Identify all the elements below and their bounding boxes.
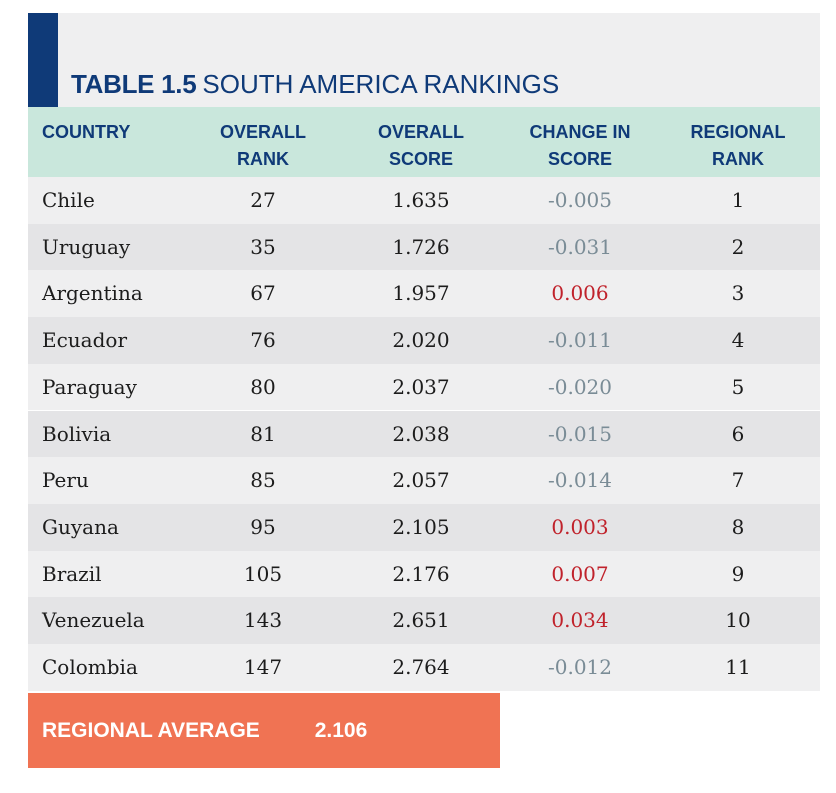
cell-change-in-score: -0.020 xyxy=(547,374,612,399)
table-row: Colombia 147 2.764 -0.012 11 xyxy=(28,644,820,691)
header-overall-rank: OVERALL RANK xyxy=(219,122,306,169)
cell-change-in-score: 0.007 xyxy=(551,561,609,586)
title-accent-bar xyxy=(28,13,58,107)
cell-overall-rank: 35 xyxy=(250,234,276,259)
cell-regional-rank: 8 xyxy=(731,514,745,539)
cell-country: Ecuador xyxy=(42,328,128,353)
table-number: TABLE 1.5 xyxy=(71,69,197,99)
cell-country: Chile xyxy=(42,188,95,212)
cell-country: Bolivia xyxy=(42,421,112,446)
cell-overall-rank: 81 xyxy=(250,421,276,446)
header-overall-score: OVERALL SCORE xyxy=(377,122,464,169)
cell-overall-rank: 147 xyxy=(243,655,283,679)
cell-country: Argentina xyxy=(42,281,143,306)
regional-average-value: 2.106 xyxy=(314,719,368,742)
cell-regional-rank: 7 xyxy=(731,468,745,493)
cell-overall-score: 2.176 xyxy=(392,561,450,586)
cell-overall-score: 1.635 xyxy=(392,188,450,212)
cell-regional-rank: 3 xyxy=(731,281,745,306)
regional-average-box: REGIONAL AVERAGE 2.106 xyxy=(28,693,500,768)
cell-overall-score: 1.726 xyxy=(392,234,450,259)
table-title: TABLE 1.5 SOUTH AMERICA RANKINGS xyxy=(71,69,559,99)
cell-change-in-score: 0.006 xyxy=(551,281,609,306)
table-header: COUNTRY OVERALL RANK OVERALL SCORE CHANG… xyxy=(28,107,820,177)
header-regional-rank: REGIONAL RANK xyxy=(690,122,786,169)
cell-change-in-score: -0.014 xyxy=(547,468,612,493)
cell-overall-score: 2.037 xyxy=(392,374,450,399)
cell-overall-score: 2.057 xyxy=(392,468,450,493)
cell-regional-rank: 9 xyxy=(731,561,745,586)
cell-country: Peru xyxy=(42,468,89,493)
cell-overall-rank: 76 xyxy=(250,328,276,353)
cell-change-in-score: -0.012 xyxy=(547,655,612,679)
table-row: Guyana 95 2.105 0.003 8 xyxy=(28,503,820,551)
cell-change-in-score: -0.031 xyxy=(547,234,612,259)
table-row: Bolivia 81 2.038 -0.015 6 xyxy=(28,410,820,458)
cell-change-in-score: -0.011 xyxy=(547,328,612,353)
cell-overall-rank: 95 xyxy=(250,514,276,539)
header-change-in-score: CHANGE IN SCORE xyxy=(529,122,631,169)
cell-change-in-score: -0.005 xyxy=(547,188,612,212)
table-row: Paraguay 80 2.037 -0.020 5 xyxy=(28,363,820,411)
table-row: Uruguay 35 1.726 -0.031 2 xyxy=(28,223,820,271)
cell-overall-rank: 80 xyxy=(250,374,276,399)
cell-country: Paraguay xyxy=(42,374,137,399)
table-row: Peru 85 2.057 -0.014 7 xyxy=(28,457,820,504)
header-country: COUNTRY xyxy=(42,122,131,142)
cell-regional-rank: 4 xyxy=(731,328,745,353)
cell-regional-rank: 1 xyxy=(731,188,745,212)
cell-overall-score: 2.764 xyxy=(392,655,450,679)
cell-regional-rank: 10 xyxy=(725,608,751,633)
cell-overall-score: 2.020 xyxy=(392,328,450,353)
title-bar xyxy=(28,13,820,107)
cell-overall-rank: 85 xyxy=(250,468,276,493)
cell-country: Uruguay xyxy=(42,234,131,259)
cell-country: Brazil xyxy=(42,561,102,586)
cell-overall-rank: 105 xyxy=(243,561,283,586)
cell-overall-rank: 143 xyxy=(243,608,283,633)
cell-regional-rank: 2 xyxy=(731,234,745,259)
regional-average-label: REGIONAL AVERAGE xyxy=(42,719,260,742)
cell-change-in-score: -0.015 xyxy=(547,421,612,446)
table-row: Brazil 105 2.176 0.007 9 xyxy=(28,550,820,598)
cell-country: Venezuela xyxy=(42,608,145,633)
table-row: Venezuela 143 2.651 0.034 10 xyxy=(28,597,820,644)
cell-regional-rank: 5 xyxy=(731,374,745,399)
cell-overall-score: 2.038 xyxy=(392,421,450,446)
table-row: Argentina 67 1.957 0.006 3 xyxy=(28,270,820,318)
cell-country: Guyana xyxy=(42,514,119,539)
table-row: Ecuador 76 2.020 -0.011 4 xyxy=(28,317,820,364)
cell-overall-score: 2.105 xyxy=(392,514,450,539)
cell-change-in-score: 0.003 xyxy=(551,514,609,539)
table-title-text: SOUTH AMERICA RANKINGS xyxy=(202,69,560,99)
cell-overall-rank: 67 xyxy=(250,281,276,306)
table-row: Chile 27 1.635 -0.005 1 xyxy=(28,177,820,224)
cell-overall-rank: 27 xyxy=(250,188,276,212)
cell-overall-score: 2.651 xyxy=(392,608,450,633)
cell-regional-rank: 6 xyxy=(731,421,745,446)
cell-overall-score: 1.957 xyxy=(392,281,450,306)
cell-regional-rank: 11 xyxy=(725,655,751,679)
cell-country: Colombia xyxy=(42,655,138,679)
cell-change-in-score: 0.034 xyxy=(551,608,609,633)
